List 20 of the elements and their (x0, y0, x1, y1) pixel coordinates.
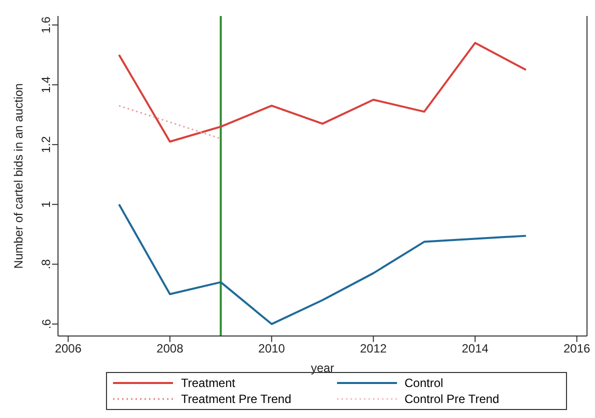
x-axis-title: year (310, 361, 334, 375)
y-tick-label: 1.6 (39, 16, 54, 34)
legend-label: Control Pre Trend (404, 392, 500, 406)
x-tick-label: 2008 (156, 342, 184, 356)
x-tick-label: 2010 (258, 342, 286, 356)
x-tick-label: 2014 (462, 342, 489, 356)
legend-label: Treatment (181, 376, 236, 390)
y-tick-label: 1.4 (39, 76, 54, 94)
legend-label: Control (404, 376, 444, 390)
legend-label: Treatment Pre Trend (181, 392, 292, 406)
line-series (118, 42, 527, 143)
y-tick-label: 1.2 (39, 136, 54, 153)
y-tick-label: .8 (39, 258, 54, 270)
x-tick-label: 2006 (54, 342, 82, 356)
y-tick-label: .6 (39, 318, 54, 330)
y-axis-title: Number of cartel bids in an auction (11, 83, 26, 269)
x-tick-label: 2012 (360, 342, 388, 356)
line-series (118, 203, 527, 326)
x-tick-label: 2016 (563, 342, 590, 356)
y-tick-label: 1 (39, 200, 54, 208)
